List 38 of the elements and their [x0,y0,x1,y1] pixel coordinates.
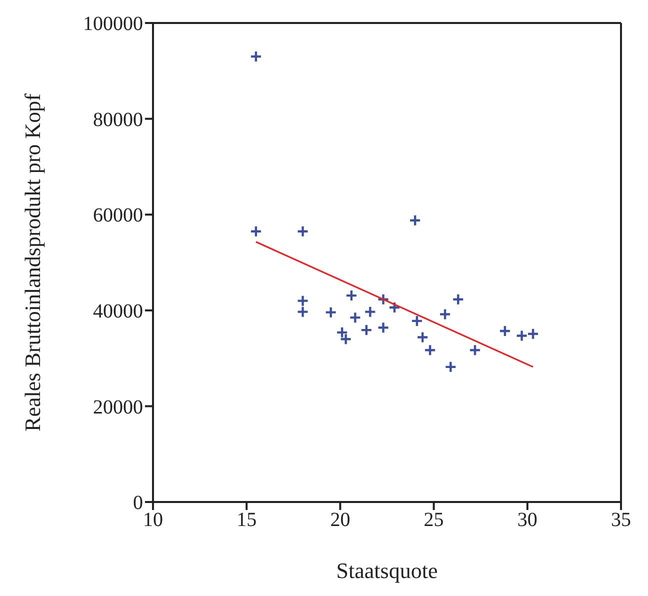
point [296,225,309,238]
point [377,293,390,306]
point [360,324,373,336]
y-tick-label: 40000 [93,300,143,322]
y-tick-label: 60000 [93,204,143,227]
point [345,289,358,302]
point [468,344,482,356]
point [498,324,512,338]
point [296,294,309,307]
point [364,306,376,318]
point [296,306,309,318]
point [377,322,390,334]
point [324,306,337,318]
x-tick-label: 15 [236,509,257,532]
point [452,293,464,306]
point [516,330,528,342]
y-tick-label: 0 [133,492,143,514]
point [526,328,540,340]
x-tick-label: 30 [517,509,538,532]
point [250,50,262,63]
x-tick-label: 25 [424,509,444,532]
x-tick-label: 35 [611,509,631,532]
x-tick-label: 10 [143,509,163,532]
y-tick-label: 100000 [83,13,143,36]
y-axis-title: Reales Bruttoinlandsprodukt pro Kopf [20,92,45,432]
point [416,331,429,344]
point [424,344,436,356]
point [444,360,457,374]
point [349,311,362,324]
point [410,314,424,328]
y-tick-label: 20000 [93,396,143,418]
y-tick-label: 80000 [93,108,143,131]
point [408,214,422,226]
x-tick-label: 20 [330,509,350,532]
point [388,301,401,314]
point [250,225,262,238]
point [438,308,452,320]
x-axis-title: Staatsquote [336,558,438,583]
